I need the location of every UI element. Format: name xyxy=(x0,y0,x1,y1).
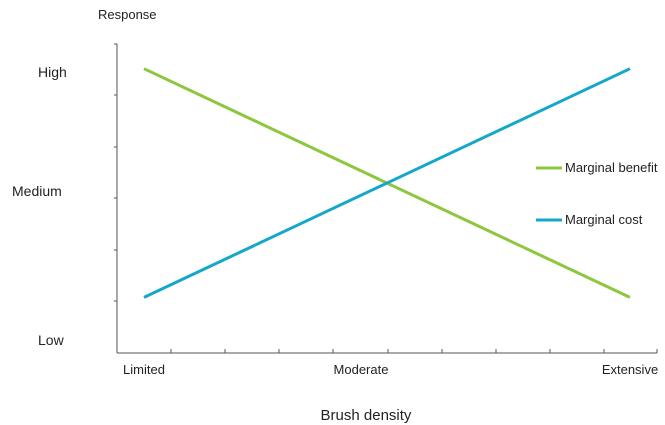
y-tick-label-high: High xyxy=(38,64,67,80)
y-axis-label: Response xyxy=(98,7,157,22)
axis-ticks xyxy=(114,43,658,353)
legend-label-marginal-cost: Marginal cost xyxy=(565,212,643,227)
x-tick-label-extensive: Extensive xyxy=(602,362,658,377)
legend-label-marginal-benefit: Marginal benefit xyxy=(565,160,658,175)
series-line-marginal-cost xyxy=(143,67,631,299)
y-tick-label-low: Low xyxy=(38,332,65,348)
x-tick-label-moderate: Moderate xyxy=(334,362,389,377)
y-tick-label-medium: Medium xyxy=(12,183,62,199)
x-axis-label: Brush density xyxy=(321,407,412,424)
x-tick-label-limited: Limited xyxy=(123,362,165,377)
series-layer xyxy=(143,67,631,299)
legend: Marginal benefit Marginal cost xyxy=(536,160,658,227)
